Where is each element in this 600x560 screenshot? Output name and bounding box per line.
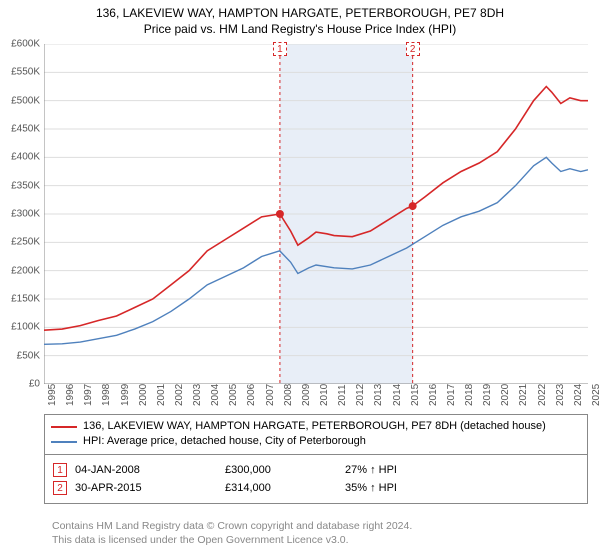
x-tick-label: 2010 <box>319 384 330 406</box>
x-tick-label: 2019 <box>482 384 493 406</box>
x-tick-label: 2013 <box>373 384 384 406</box>
legend-label: 136, LAKEVIEW WAY, HAMPTON HARGATE, PETE… <box>83 419 546 434</box>
x-tick-label: 2025 <box>591 384 600 406</box>
y-tick-label: £500K <box>11 95 40 106</box>
x-tick-label: 2005 <box>228 384 239 406</box>
x-tick-label: 2012 <box>355 384 366 406</box>
y-tick-label: £100K <box>11 322 40 333</box>
title-address: 136, LAKEVIEW WAY, HAMPTON HARGATE, PETE… <box>0 6 600 22</box>
x-tick-label: 2016 <box>428 384 439 406</box>
x-tick-label: 2002 <box>174 384 185 406</box>
footnote-line1: Contains HM Land Registry data © Crown c… <box>52 520 580 534</box>
sale-row: 2 30-APR-2015£314,00035% ↑ HPI <box>53 479 579 497</box>
y-axis-labels: £0£50K£100K£150K£200K£250K£300K£350K£400… <box>0 44 42 384</box>
y-tick-label: £550K <box>11 67 40 78</box>
legend-row: 136, LAKEVIEW WAY, HAMPTON HARGATE, PETE… <box>51 419 581 434</box>
y-tick-label: £150K <box>11 294 40 305</box>
sale-price: £300,000 <box>225 464 345 476</box>
x-tick-label: 1997 <box>83 384 94 406</box>
x-tick-label: 2015 <box>410 384 421 406</box>
x-tick-label: 2008 <box>283 384 294 406</box>
sales-table: 1 04-JAN-2008£300,00027% ↑ HPI 2 30-APR-201… <box>44 454 588 504</box>
sale-row: 1 04-JAN-2008£300,00027% ↑ HPI <box>53 461 579 479</box>
y-tick-label: £250K <box>11 237 40 248</box>
x-tick-label: 1999 <box>120 384 131 406</box>
sale-marker-icon: 2 <box>53 481 67 495</box>
x-tick-label: 2022 <box>537 384 548 406</box>
sale-marker-box: 1 <box>273 42 287 56</box>
y-tick-label: £50K <box>17 350 40 361</box>
y-tick-label: £350K <box>11 180 40 191</box>
legend-swatch <box>51 426 77 428</box>
x-tick-label: 2000 <box>138 384 149 406</box>
sale-marker-dot <box>276 210 284 218</box>
footnote-line2: This data is licensed under the Open Gov… <box>52 534 580 548</box>
x-tick-label: 1998 <box>101 384 112 406</box>
y-tick-label: £0 <box>29 379 40 390</box>
x-tick-label: 2017 <box>446 384 457 406</box>
x-tick-label: 2011 <box>337 384 348 406</box>
legend: 136, LAKEVIEW WAY, HAMPTON HARGATE, PETE… <box>44 414 588 455</box>
sale-marker-box: 2 <box>406 42 420 56</box>
sale-price: £314,000 <box>225 482 345 494</box>
y-tick-label: £600K <box>11 39 40 50</box>
footnote: Contains HM Land Registry data © Crown c… <box>44 514 588 553</box>
x-tick-label: 2018 <box>464 384 475 406</box>
chart-title: 136, LAKEVIEW WAY, HAMPTON HARGATE, PETE… <box>0 0 600 37</box>
x-tick-label: 2004 <box>210 384 221 406</box>
x-tick-label: 2024 <box>573 384 584 406</box>
x-tick-label: 2006 <box>246 384 257 406</box>
chart-svg <box>44 44 588 384</box>
x-axis-labels: 1995 1996 1997 1998 1999 2000 2001 2002 2003 2004… <box>44 386 588 410</box>
sale-pct-vs-hpi: 27% ↑ HPI <box>345 464 465 476</box>
x-tick-label: 2021 <box>518 384 529 406</box>
x-tick-label: 2001 <box>156 384 167 406</box>
x-tick-label: 1996 <box>65 384 76 406</box>
figure-container: 136, LAKEVIEW WAY, HAMPTON HARGATE, PETE… <box>0 0 600 560</box>
x-tick-label: 2009 <box>301 384 312 406</box>
sale-date: 30-APR-2015 <box>75 482 225 494</box>
y-tick-label: £300K <box>11 209 40 220</box>
legend-swatch <box>51 441 77 443</box>
x-tick-label: 2003 <box>192 384 203 406</box>
x-tick-label: 2014 <box>392 384 403 406</box>
x-tick-label: 1995 <box>47 384 58 406</box>
x-tick-label: 2007 <box>265 384 276 406</box>
y-tick-label: £400K <box>11 152 40 163</box>
sale-date: 04-JAN-2008 <box>75 464 225 476</box>
chart-plot-area <box>44 44 588 384</box>
title-subtitle: Price paid vs. HM Land Registry's House … <box>0 22 600 38</box>
legend-row: HPI: Average price, detached house, City… <box>51 434 581 449</box>
y-tick-label: £200K <box>11 265 40 276</box>
sale-marker-dot <box>409 202 417 210</box>
x-tick-label: 2020 <box>500 384 511 406</box>
y-tick-label: £450K <box>11 124 40 135</box>
sale-pct-vs-hpi: 35% ↑ HPI <box>345 482 465 494</box>
legend-label: HPI: Average price, detached house, City… <box>83 434 366 449</box>
sale-marker-icon: 1 <box>53 463 67 477</box>
x-tick-label: 2023 <box>555 384 566 406</box>
